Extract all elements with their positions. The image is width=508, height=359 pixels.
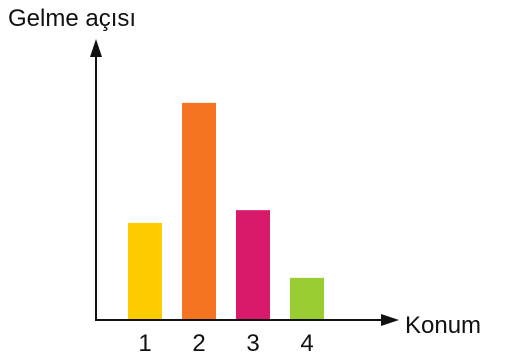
x-tick-label-1: 1 [138,330,151,357]
x-axis-arrow [381,314,399,326]
bars-group [128,102,324,320]
x-tick-labels: 1 2 3 4 [138,330,313,357]
x-tick-label-2: 2 [192,330,205,357]
y-axis-title: Gelme açısı [8,5,136,32]
bar-1 [128,222,162,320]
y-axis-arrow [90,39,102,57]
bar-3 [236,210,270,320]
x-axis-title: Konum [405,312,481,339]
bar-4 [290,277,324,320]
x-tick-label-4: 4 [300,330,313,357]
x-tick-label-3: 3 [246,330,259,357]
bar-2 [182,102,216,320]
